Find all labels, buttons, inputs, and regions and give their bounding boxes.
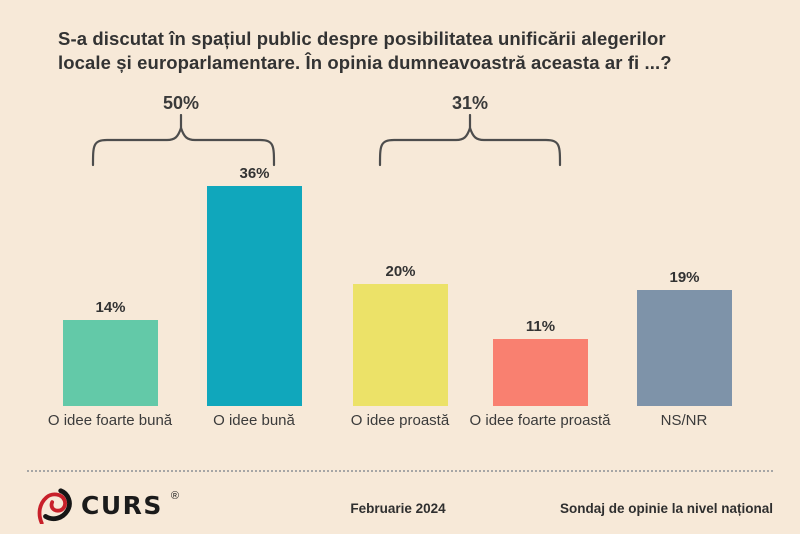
bar-value-label: 36%	[239, 165, 270, 182]
curs-logo: CURS ®	[36, 486, 180, 524]
curs-swirl-icon	[37, 488, 72, 524]
logo-wordmark: CURS	[81, 490, 163, 520]
bar-column: 14%	[63, 299, 158, 406]
bar-rect	[63, 320, 158, 406]
bar-value-label: 11%	[525, 318, 556, 335]
brace-annotation-label-negative: 31%	[451, 93, 489, 113]
bar-rect	[207, 186, 302, 406]
chart-title-line-2: locale și europarlamentare. În opinia du…	[58, 52, 672, 73]
footer-divider	[27, 470, 773, 472]
bar-rect	[353, 284, 448, 406]
survey-date: Februarie 2024	[350, 501, 446, 516]
bar-column: 19%	[637, 269, 732, 406]
bar-rect	[493, 339, 588, 406]
curly-brace-icon	[91, 114, 276, 167]
bar-value-label: 19%	[669, 269, 700, 286]
bar-column: 11%	[493, 318, 588, 406]
registered-trademark-symbol: ®	[170, 490, 180, 502]
category-label: O idee foarte bună	[47, 412, 173, 429]
category-label: O idee bună	[213, 412, 295, 429]
chart-title: S-a discutat în spațiul public despre po…	[58, 27, 672, 75]
category-label: O idee proastă	[350, 412, 450, 429]
brace-annotation-label-positive: 50%	[162, 93, 200, 113]
curly-brace-icon	[378, 114, 562, 167]
category-label: NS/NR	[660, 412, 708, 429]
bar-rect	[637, 290, 732, 406]
category-label: O idee foarte proastă	[469, 412, 611, 429]
survey-scope-note: Sondaj de opinie la nivel național	[559, 501, 773, 516]
bar-value-label: 20%	[385, 263, 416, 280]
bar-value-label: 14%	[95, 299, 126, 316]
bar-column: 36%	[207, 165, 302, 406]
chart-title-line-1: S-a discutat în spațiul public despre po…	[58, 28, 666, 49]
bar-column: 20%	[353, 263, 448, 406]
